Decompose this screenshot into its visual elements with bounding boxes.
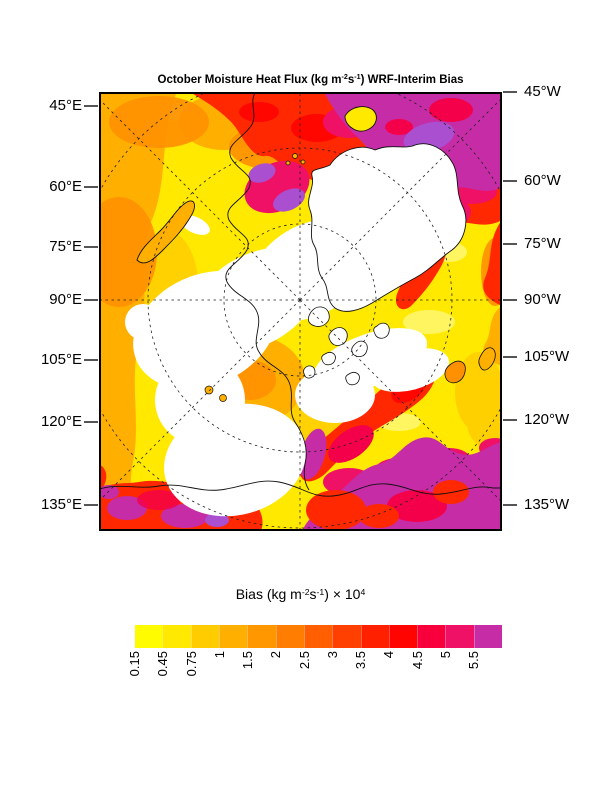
map-title: October Moisture Heat Flux (kg m-2s-1) W…: [157, 73, 464, 86]
field-crimson-in-magenta: [137, 98, 473, 522]
axis-tick: [84, 186, 98, 188]
lon-label-105e: 105°E: [40, 351, 82, 368]
small-islands: [204, 153, 306, 402]
lon-label-90w: 90°W: [524, 291, 561, 308]
axis-tick: [503, 419, 517, 421]
lon-label-90e: 90°E: [49, 291, 82, 308]
greenland-coastline: [308, 143, 467, 312]
colorbar-box: [303, 625, 333, 648]
arctic-archipelago-islands: [303, 306, 390, 386]
colorbar-tick: 3: [324, 651, 340, 659]
lon-label-60w: 60°W: [524, 172, 561, 189]
colorbar-tick: 3.5: [353, 651, 368, 670]
colorbar-tick: 1.5: [240, 651, 255, 670]
axis-tick: [503, 356, 517, 358]
colorbar: [135, 625, 503, 648]
lon-label-135e: 135°E: [40, 496, 82, 513]
colorbar-tick: 2.5: [296, 651, 312, 670]
colorbar-label: Bias (kg m-2s-1) × 104: [235, 586, 366, 602]
axis-tick: [84, 504, 98, 506]
axis-tick: [84, 299, 98, 301]
graticule: [99, 92, 502, 531]
lon-label-45w: 45°W: [524, 83, 561, 100]
axis-tick: [503, 180, 517, 182]
lon-label-105w: 105°W: [524, 348, 570, 365]
axis-tick: [503, 504, 517, 506]
colorbar-box: [218, 625, 248, 648]
axis-tick: [84, 105, 98, 107]
lon-label-60e: 60°E: [49, 178, 82, 195]
colorbar-tick: 0.45: [155, 651, 171, 677]
axis-tick: [84, 359, 98, 361]
lon-label-45e: 45°E: [49, 97, 82, 114]
colorbar-tick: 0.75: [183, 651, 199, 677]
bias-map: [99, 92, 502, 531]
coastlines: [99, 92, 502, 497]
axis-tick: [84, 421, 98, 423]
colorbar-box: [275, 625, 304, 648]
colorbar-box: [445, 625, 474, 648]
lon-label-135w: 135°W: [524, 496, 570, 513]
axis-tick: [84, 246, 98, 248]
novaya-zemlya-island: [136, 200, 195, 264]
colorbar-tick: 1: [211, 651, 227, 659]
axis-tick: [503, 299, 517, 301]
colorbar-box: [190, 625, 219, 648]
colorbar-box: [417, 625, 446, 648]
map-frame: [99, 92, 502, 531]
colorbar-box: [135, 625, 163, 648]
colorbar-tick: 0.15: [127, 651, 142, 677]
lon-label-120w: 120°W: [524, 411, 570, 428]
colorbar-tick: 5: [437, 651, 453, 659]
colorbar-tick: 4.5: [409, 651, 425, 670]
colorbar-box: [247, 625, 276, 648]
lon-label-75w: 75°W: [524, 235, 561, 252]
axis-tick: [503, 91, 517, 93]
colorbar-box: [388, 625, 418, 648]
field-white-regions: [125, 215, 449, 517]
colorbar-tick: 4: [381, 651, 397, 659]
lon-label-75e: 75°E: [49, 238, 82, 255]
bias-map-svg: [99, 92, 502, 531]
colorbar-box: [162, 625, 191, 648]
field-red-in-magenta: [306, 480, 469, 530]
colorbar-tick: 2: [268, 651, 284, 659]
baffin-islands: [444, 347, 496, 384]
colorbar-box: [332, 625, 361, 648]
colorbar-box: [473, 625, 503, 648]
colorbar-box: [360, 625, 389, 648]
svalbard-island: [344, 106, 377, 132]
lon-label-120e: 120°E: [40, 413, 82, 430]
colorbar-tick: 5.5: [466, 651, 481, 670]
axis-tick: [503, 243, 517, 245]
